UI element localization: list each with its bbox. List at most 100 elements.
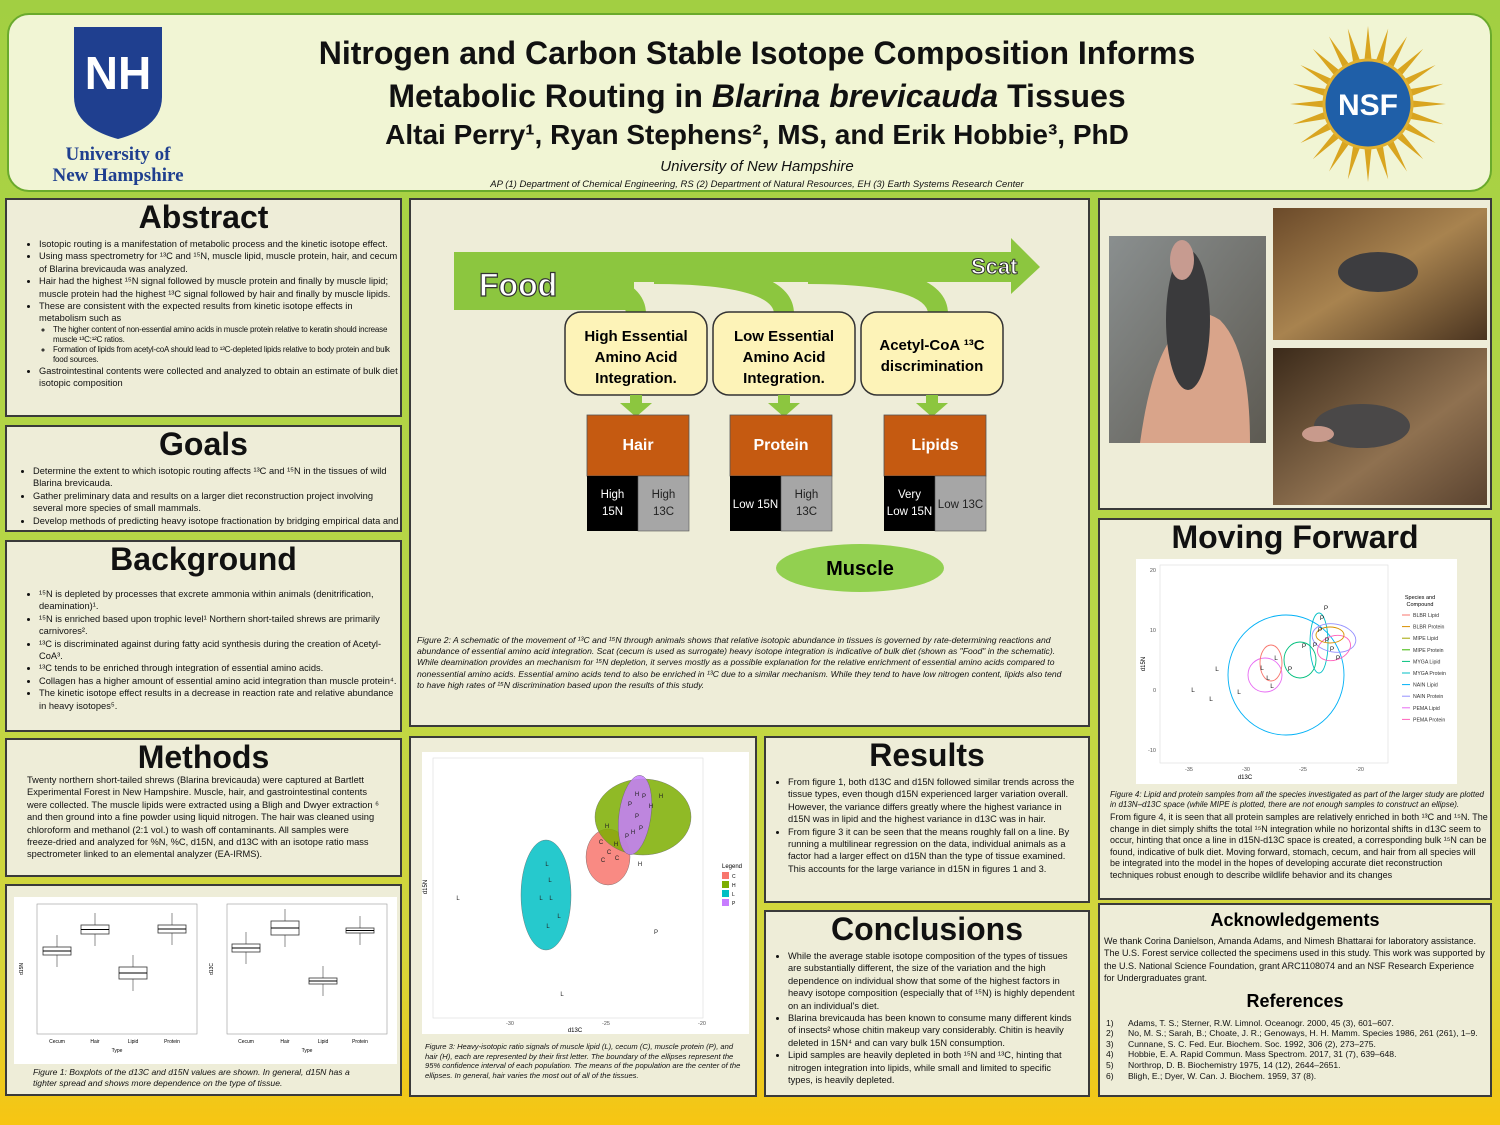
- point-label: P: [1302, 643, 1306, 650]
- bullet: Blarina brevicauda has been known to con…: [788, 1012, 1076, 1049]
- confidence-ellipse: [1315, 626, 1345, 644]
- point-label: P: [1318, 627, 1322, 634]
- point-label: L: [546, 924, 550, 930]
- branch: [653, 264, 794, 316]
- y-tick-label: -10: [1148, 748, 1156, 754]
- y-tick-label: 20: [1150, 568, 1156, 574]
- x-category: Protein: [164, 1039, 180, 1045]
- figure2: Food Scat High Essential Amino Acid Integrat…: [454, 238, 1040, 592]
- bullet: Hair had the highest ¹⁵N signal followed…: [39, 275, 400, 300]
- header: NH University of New Hampshire Nitrogen …: [7, 13, 1492, 192]
- panel-frame: [36, 903, 198, 1035]
- nsf-ray: [1394, 48, 1424, 78]
- point-label: C: [615, 856, 620, 862]
- tissue-cell-text: Low 13C: [938, 499, 983, 511]
- text: Methods: [137, 739, 270, 775]
- legend-label: C: [732, 874, 736, 880]
- reference-number: 3): [1106, 1038, 1114, 1049]
- nsf-ray: [1329, 36, 1351, 70]
- point-label: L: [539, 896, 543, 902]
- legend-swatch: [722, 881, 729, 888]
- bullet-text: These are consistent with the expected r…: [39, 301, 353, 324]
- reference-text: Adams, T. S.; Sterner, R.W. Limnol. Ocea…: [1128, 1017, 1394, 1028]
- reference-text: Hobbie, E. A. Rapid Commun. Mass Spectro…: [1128, 1049, 1397, 1060]
- reference-number: 1): [1106, 1017, 1114, 1028]
- point-label: L: [560, 992, 564, 998]
- acknowledgements-panel: Acknowledgements We thank Corina Daniels…: [1098, 903, 1492, 1097]
- bullet: These are consistent with the expected r…: [39, 300, 400, 365]
- tissue-right: [934, 475, 987, 532]
- sub-list: The higher content of non-essential amin…: [39, 325, 400, 365]
- reference: 2) No, M. S.; Sarah, B.; Choate, J. R.; G…: [1106, 1028, 1490, 1039]
- legend-label: NAIN Lipid: [1413, 683, 1438, 689]
- text: We thank Corina Danielson, Amanda Adams,…: [1104, 936, 1485, 984]
- reference-text: No, M. S.; Sarah, B.; Choate, J. R.; Gen…: [1128, 1028, 1478, 1039]
- pathway-text: Integration.: [743, 370, 825, 387]
- nsf-ray: [1364, 145, 1372, 182]
- legend-label: PEMA Protein: [1413, 717, 1445, 723]
- point-label: L: [557, 914, 561, 920]
- y-tick-label: 0: [1153, 688, 1156, 694]
- nsf-ray: [1375, 143, 1389, 180]
- text: Results: [869, 737, 985, 773]
- y-axis-label: d13C: [209, 963, 215, 975]
- y-axis-label: d15N: [423, 880, 429, 894]
- nsf-ray: [1292, 83, 1329, 97]
- confidence-ellipse: [1317, 634, 1351, 662]
- nsf-ray: [1300, 121, 1334, 143]
- bullet: The kinetic isotope effect results in a …: [39, 687, 400, 712]
- bullet: Determine the extent to which isotopic r…: [33, 465, 400, 490]
- muscle-label: Muscle: [826, 558, 894, 580]
- confidence-ellipse: [618, 775, 652, 855]
- point-label: H: [649, 804, 653, 810]
- text: Tissues: [998, 78, 1126, 114]
- ul: While the average stable isotope composi…: [766, 950, 1088, 1086]
- panel-frame: [226, 903, 388, 1035]
- nsf-ray: [1407, 111, 1444, 125]
- legend-label: MYGA Protein: [1413, 671, 1446, 677]
- nsf-ray: [1402, 121, 1436, 143]
- div: 1) Adams, T. S.; Sterner, R.W. Limnol. Oc…: [1100, 1012, 1490, 1082]
- ul: From figure 1, both d13C and d15N follow…: [766, 776, 1088, 875]
- figure1: d15N Cecum Hair Lipid Protein Type d13C Cecum Ha…: [14, 897, 397, 1064]
- text: Conclusions: [830, 911, 1023, 947]
- point-label: P: [628, 802, 632, 808]
- point-label: L: [1274, 655, 1278, 662]
- point-label: P: [1324, 605, 1328, 612]
- nsf-ray: [1394, 130, 1424, 160]
- reference-number: 5): [1106, 1060, 1114, 1070]
- nsf-ray: [1329, 138, 1351, 172]
- bullet: Gather preliminary data and results on a…: [33, 490, 400, 515]
- unh-logo: NH University of New Hampshire: [52, 27, 184, 186]
- nsf-ray: [1364, 26, 1372, 63]
- point-label: P: [1325, 637, 1329, 644]
- bullet: From figure 3 it can be seen that the me…: [788, 826, 1076, 876]
- title: Metabolic Routing in Blarina brevicauda …: [259, 78, 1255, 115]
- text: Metabolic Routing in: [388, 78, 712, 114]
- point-label: P: [639, 826, 643, 832]
- pathway-text: Acetyl-CoA ¹³C: [879, 337, 984, 354]
- ellipse: [1302, 426, 1334, 442]
- point-label: L: [1260, 665, 1264, 672]
- reference: 5) Northrop, D. B. Biochemistry 1975, 14 …: [1106, 1060, 1490, 1071]
- nsf-ray: [1385, 36, 1407, 70]
- y-tick-label: 10: [1150, 628, 1156, 634]
- text: Acknowledgements: [1210, 910, 1380, 930]
- legend-title: Compound: [1407, 602, 1434, 608]
- reference: 1) Adams, T. S.; Sterner, R.W. Limnol. Oc…: [1106, 1018, 1490, 1029]
- figure1-panel: d15N Cecum Hair Lipid Protein Type d13C Cecum Ha…: [5, 884, 402, 1096]
- nsf-ray: [1347, 28, 1361, 65]
- legend-label: H: [732, 883, 736, 889]
- plot-background: [14, 897, 397, 1064]
- x-axis-label: d13C: [568, 1028, 583, 1034]
- reference-text: Bligh, E.; Dyer, W. Can. J. Biochem. 195…: [1128, 1070, 1317, 1081]
- text: Blarina brevicauda: [711, 78, 999, 114]
- x-axis-label: Type: [302, 1048, 313, 1054]
- x-category: Cecum: [49, 1039, 65, 1045]
- down-arrow: [620, 395, 652, 417]
- point-label: C: [599, 840, 604, 846]
- point-label: P: [635, 814, 639, 820]
- pathway-text: discrimination: [881, 358, 984, 375]
- point-label: L: [545, 862, 549, 868]
